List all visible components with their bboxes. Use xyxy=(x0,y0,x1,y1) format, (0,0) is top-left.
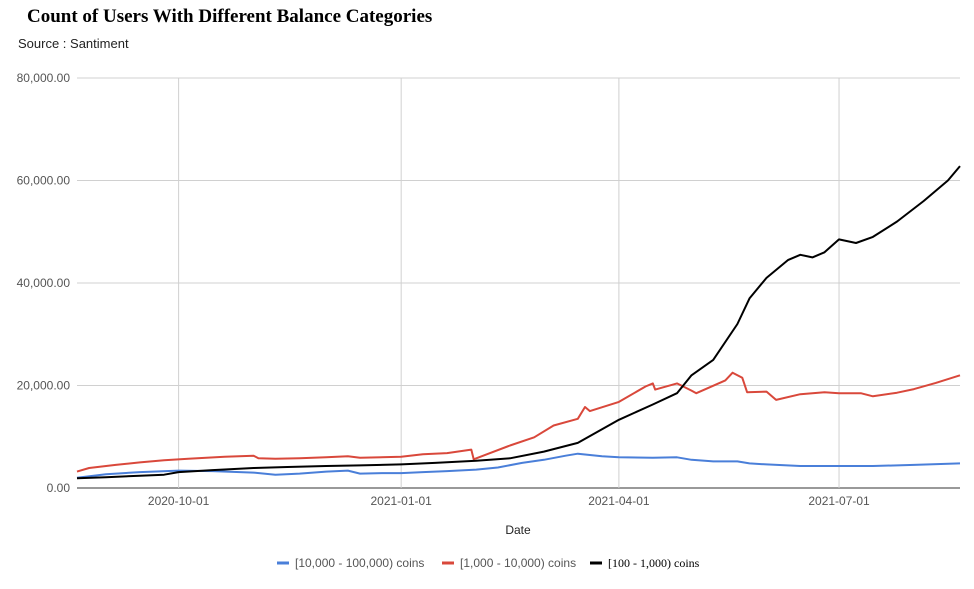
chart-title: Count of Users With Different Balance Ca… xyxy=(27,6,433,27)
grid-lines xyxy=(77,77,960,489)
x-tick-label: 2021-04-01 xyxy=(588,494,650,508)
series-line-2 xyxy=(76,371,961,473)
legend-label: [100 - 1,000) coins xyxy=(608,556,700,570)
legend-label: [1,000 - 10,000) coins xyxy=(460,556,576,570)
x-axis-title: Date xyxy=(505,523,531,537)
legend-item-3: [100 - 1,000) coins xyxy=(590,556,700,570)
legend-item-2: [1,000 - 10,000) coins xyxy=(442,556,576,570)
y-tick-label: 60,000.00 xyxy=(17,174,71,188)
x-tick-label: 2020-10-01 xyxy=(148,494,210,508)
y-tick-label: 80,000.00 xyxy=(17,71,71,85)
x-tick-label: 2021-01-01 xyxy=(370,494,432,508)
legend-label: [10,000 - 100,000) coins xyxy=(295,556,424,570)
legend: [10,000 - 100,000) coins [1,000 - 10,000)… xyxy=(277,556,700,570)
chart-subtitle: Source : Santiment xyxy=(18,36,129,51)
y-tick-label: 0.00 xyxy=(47,481,71,495)
x-tick-labels: 2020-10-01 2021-01-01 2021-04-01 2021-07-01 xyxy=(148,494,870,508)
x-tick-label: 2021-07-01 xyxy=(808,494,870,508)
series-line-1 xyxy=(76,452,961,479)
y-tick-label: 40,000.00 xyxy=(17,276,71,290)
y-tick-labels: 0.00 20,000.00 40,000.00 60,000.00 80,000.00 xyxy=(17,71,71,495)
y-tick-label: 20,000.00 xyxy=(17,379,71,393)
series-line-3 xyxy=(76,165,961,480)
series-lines xyxy=(76,165,961,480)
legend-item-1: [10,000 - 100,000) coins xyxy=(277,556,424,570)
